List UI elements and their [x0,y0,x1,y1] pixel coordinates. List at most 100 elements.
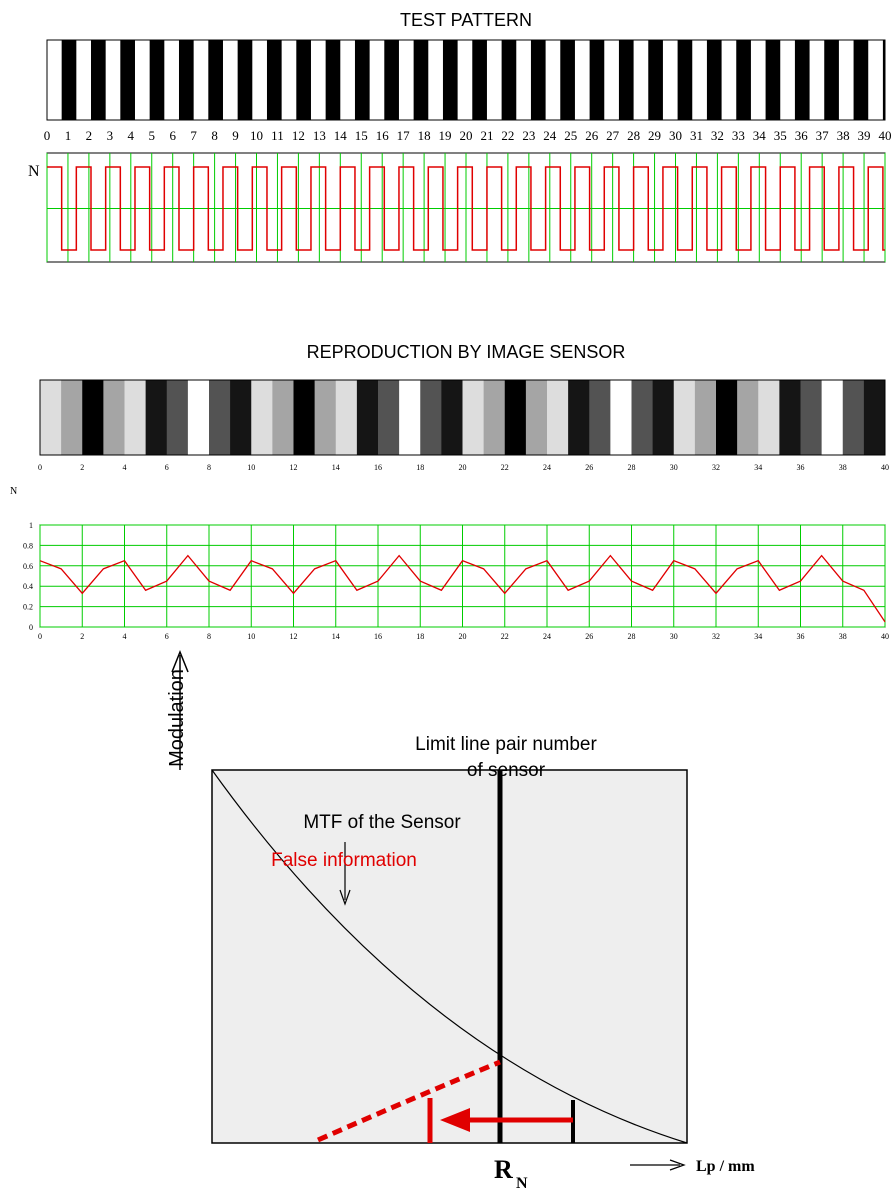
x-tick-label: 24 [543,463,551,472]
gray-stripe [272,380,294,455]
x-tick-label: 30 [670,632,678,641]
x-tick-label: 15 [355,128,368,143]
x-tick-label: 22 [501,128,514,143]
gray-stripe [357,380,379,455]
x-tick-label: 12 [290,463,298,472]
x-tick-label: 34 [754,632,762,641]
x-tick-label: 12 [290,632,298,641]
gray-stripe [188,380,210,455]
x-tick-label: 24 [543,128,557,143]
gray-stripe [653,380,675,455]
x-tick-label: 37 [816,128,830,143]
black-stripe [267,40,282,120]
x-tick-label: 0 [38,632,42,641]
x-tick-label: 8 [207,632,211,641]
chart-title: TEST PATTERN [400,10,532,30]
x-tick-label: 6 [165,632,169,641]
x-tick-label: 32 [712,632,720,641]
gray-stripe [294,380,316,455]
x-tick-label: 23 [522,128,535,143]
x-tick-label: 10 [247,632,255,641]
x-label: Lp / mm [696,1158,755,1175]
x-tick-label: 2 [86,128,93,143]
gray-stripe [40,380,62,455]
gray-stripe [125,380,147,455]
black-stripe [795,40,810,120]
x-tick-label: 36 [795,128,809,143]
gray-stripe [209,380,231,455]
gray-stripe [251,380,273,455]
mtf-diagram [172,652,687,1170]
x-tick-label: 34 [754,463,762,472]
gray-stripe [526,380,548,455]
black-stripe [766,40,781,120]
x-tick-label: 0 [44,128,51,143]
gray-stripe [568,380,590,455]
y-label: N [10,486,17,497]
x-tick-label: 22 [501,463,509,472]
gray-stripe [146,380,168,455]
black-stripe [208,40,223,120]
x-tick-label: 9 [232,128,239,143]
x-tick-label: 11 [271,128,284,143]
x-tick-label: 18 [416,632,424,641]
gray-stripe [463,380,485,455]
annotation: of sensor [467,760,546,781]
x-tick-label: 14 [332,463,340,472]
x-tick-label: 19 [439,128,452,143]
gray-stripe [632,380,654,455]
gray-stripe [758,380,780,455]
x-tick-label: 4 [128,128,135,143]
black-stripe [502,40,517,120]
x-tick-label: 28 [627,128,640,143]
black-stripe [120,40,135,120]
y-tick-label: 0.6 [23,562,33,571]
x-tick-label: 16 [374,632,382,641]
x-tick-label: 29 [648,128,661,143]
x-tick-label: 6 [165,463,169,472]
gray-stripe [420,380,442,455]
x-tick-label: 31 [690,128,703,143]
x-tick-label: 20 [459,463,467,472]
x-tick-label: 10 [250,128,263,143]
black-stripe [296,40,311,120]
x-tick-label: 18 [418,128,431,143]
x-tick-label: 8 [211,128,218,143]
gray-stripe [547,380,569,455]
x-tick-label: 38 [839,632,847,641]
x-tick-label: 26 [585,632,593,641]
gray-stripe [61,380,83,455]
y-label: N [28,163,40,180]
gray-stripe [336,380,358,455]
y-tick-label: 0.4 [23,582,33,591]
gray-stripe [399,380,421,455]
x-tick-label: 25 [564,128,577,143]
x-tick-label: 20 [459,632,467,641]
gray-stripe [801,380,823,455]
x-tick-label: 16 [374,463,382,472]
gray-stripe [843,380,865,455]
black-stripe [472,40,487,120]
x-tick-label: 14 [332,632,340,641]
black-stripe [384,40,399,120]
x-tick-label: 32 [712,463,720,472]
x-tick-label: 16 [376,128,390,143]
gray-stripe [864,380,886,455]
x-tick-label: 18 [416,463,424,472]
black-stripe [590,40,605,120]
x-tick-label: 22 [501,632,509,641]
gray-stripe [674,380,696,455]
black-stripe [824,40,839,120]
annotation: MTF of the Sensor [303,812,461,833]
x-tick-label: 4 [123,463,127,472]
stripe-box [47,40,885,120]
x-tick-label: 26 [585,463,593,472]
x-tick-label: 27 [606,128,620,143]
x-tick-label: 38 [837,128,850,143]
annotation: Limit line pair number [415,734,597,755]
x-tick-label: 33 [732,128,745,143]
black-stripe [531,40,546,120]
black-stripe [355,40,370,120]
x-tick-label: 6 [169,128,176,143]
gray-stripe [737,380,759,455]
